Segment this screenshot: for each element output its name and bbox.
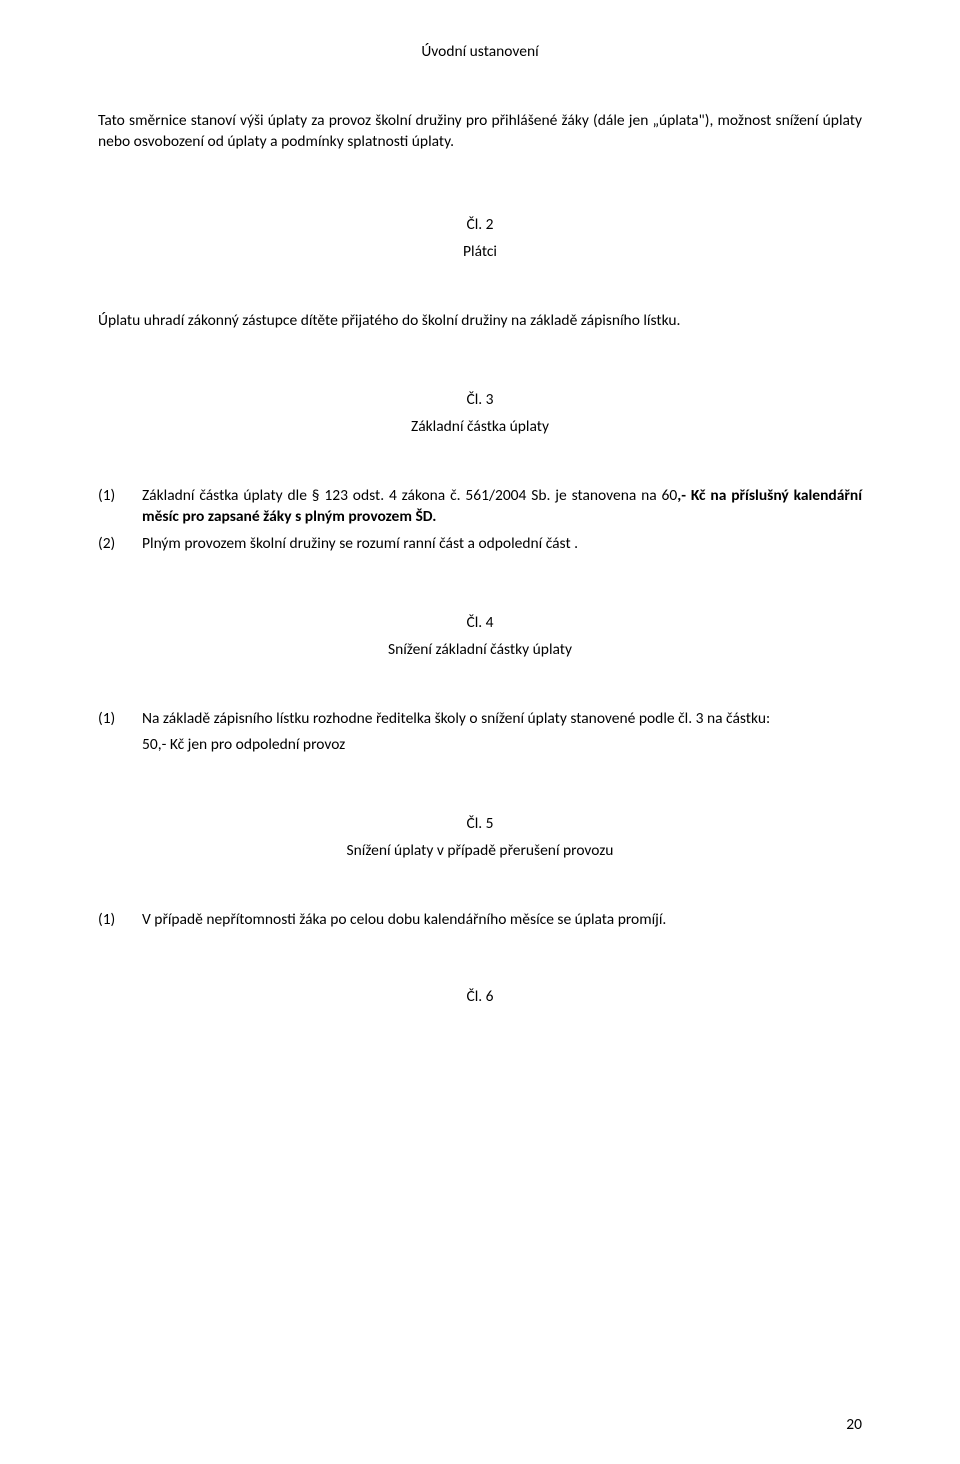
article-4-heading: Čl. 4 xyxy=(98,613,862,632)
item-text: Základní částka úplaty dle § 123 odst. 4… xyxy=(142,486,862,528)
article-6-heading: Čl. 6 xyxy=(98,987,862,1006)
article-3-subtitle: Základní částka úplaty xyxy=(98,417,862,436)
article-5-list: (1) V případě nepřítomnosti žáka po celo… xyxy=(98,910,862,931)
list-item: (1) V případě nepřítomnosti žáka po celo… xyxy=(98,910,862,931)
item-text: Plným provozem školní družiny se rozumí … xyxy=(142,534,862,555)
list-item: (1) Na základě zápisního lístku rozhodne… xyxy=(98,709,862,757)
page-number: 20 xyxy=(846,1415,862,1434)
item-number: (2) xyxy=(98,534,142,555)
item-text: Na základě zápisního lístku rozhodne řed… xyxy=(142,709,862,757)
article-2-heading: Čl. 2 xyxy=(98,215,862,234)
article-4-subtitle: Snížení základní částky úplaty xyxy=(98,640,862,659)
article-5-subtitle: Snížení úplaty v případě přerušení provo… xyxy=(98,841,862,860)
item-text: V případě nepřítomnosti žáka po celou do… xyxy=(142,910,862,931)
article-2-subtitle: Plátci xyxy=(98,242,862,261)
list-item: (1) Základní částka úplaty dle § 123 ods… xyxy=(98,486,862,528)
article-4: Čl. 4 Snížení základní částky úplaty (1)… xyxy=(98,613,862,757)
list-item: (2) Plným provozem školní družiny se roz… xyxy=(98,534,862,555)
article-5-heading: Čl. 5 xyxy=(98,814,862,833)
item-number: (1) xyxy=(98,486,142,528)
article-2: Čl. 2 Plátci Úplatu uhradí zákonný zástu… xyxy=(98,215,862,332)
sub-line: 50,- Kč jen pro odpolední provoz xyxy=(142,735,862,756)
article-3: Čl. 3 Základní částka úplaty (1) Základn… xyxy=(98,390,862,555)
article-2-paragraph: Úplatu uhradí zákonný zástupce dítěte př… xyxy=(98,311,862,332)
item-number: (1) xyxy=(98,910,142,931)
section-title: Úvodní ustanovení xyxy=(98,42,862,61)
item-number: (1) xyxy=(98,709,142,757)
article-6: Čl. 6 xyxy=(98,987,862,1006)
article-3-list: (1) Základní částka úplaty dle § 123 ods… xyxy=(98,486,862,555)
article-5: Čl. 5 Snížení úplaty v případě přerušení… xyxy=(98,814,862,931)
article-4-list: (1) Na základě zápisního lístku rozhodne… xyxy=(98,709,862,757)
article-3-heading: Čl. 3 xyxy=(98,390,862,409)
intro-paragraph: Tato směrnice stanoví výši úplaty za pro… xyxy=(98,111,862,153)
